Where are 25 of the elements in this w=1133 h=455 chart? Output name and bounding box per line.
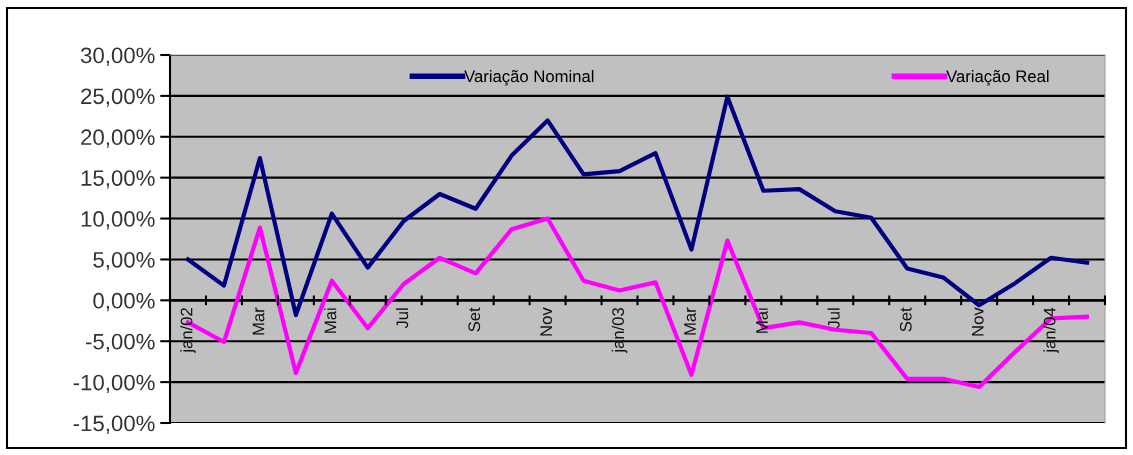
x-tick-label: Nov bbox=[971, 307, 984, 336]
y-tick-label: 30,00% bbox=[80, 47, 155, 66]
legend-label: Variação Real bbox=[946, 70, 1049, 86]
y-tick-label: 10,00% bbox=[81, 211, 155, 230]
y-tick-label: -15,00% bbox=[73, 415, 155, 434]
x-tick-label: Mar bbox=[684, 307, 696, 335]
y-tick-label: 5,00% bbox=[93, 251, 155, 271]
x-tick-label: Set bbox=[899, 307, 912, 332]
x-tick-label: Mar bbox=[252, 307, 265, 335]
x-tick-label: Nov bbox=[540, 307, 553, 336]
x-tick-label: Jul bbox=[827, 308, 840, 329]
y-tick-label: 20,00% bbox=[81, 129, 155, 148]
x-tick-label: Mai bbox=[324, 308, 337, 333]
x-tick-label: jan/04 bbox=[1043, 307, 1059, 354]
x-tick-label: Jul bbox=[395, 308, 409, 329]
y-tick-label: 15,00% bbox=[81, 170, 155, 189]
y-tick-label: 25,00% bbox=[81, 88, 155, 107]
x-tick-label: Mai bbox=[755, 308, 768, 333]
y-tick-label: -10,00% bbox=[73, 374, 155, 394]
legend-label: Variação Nominal bbox=[464, 70, 594, 86]
y-tick-label: 0,00% bbox=[93, 292, 155, 312]
x-tick-label: jan/02 bbox=[180, 308, 196, 354]
x-tick-label: jan/03 bbox=[611, 308, 628, 354]
y-tick-label: -5,00% bbox=[86, 333, 155, 353]
x-tick-label: Set bbox=[468, 307, 481, 332]
